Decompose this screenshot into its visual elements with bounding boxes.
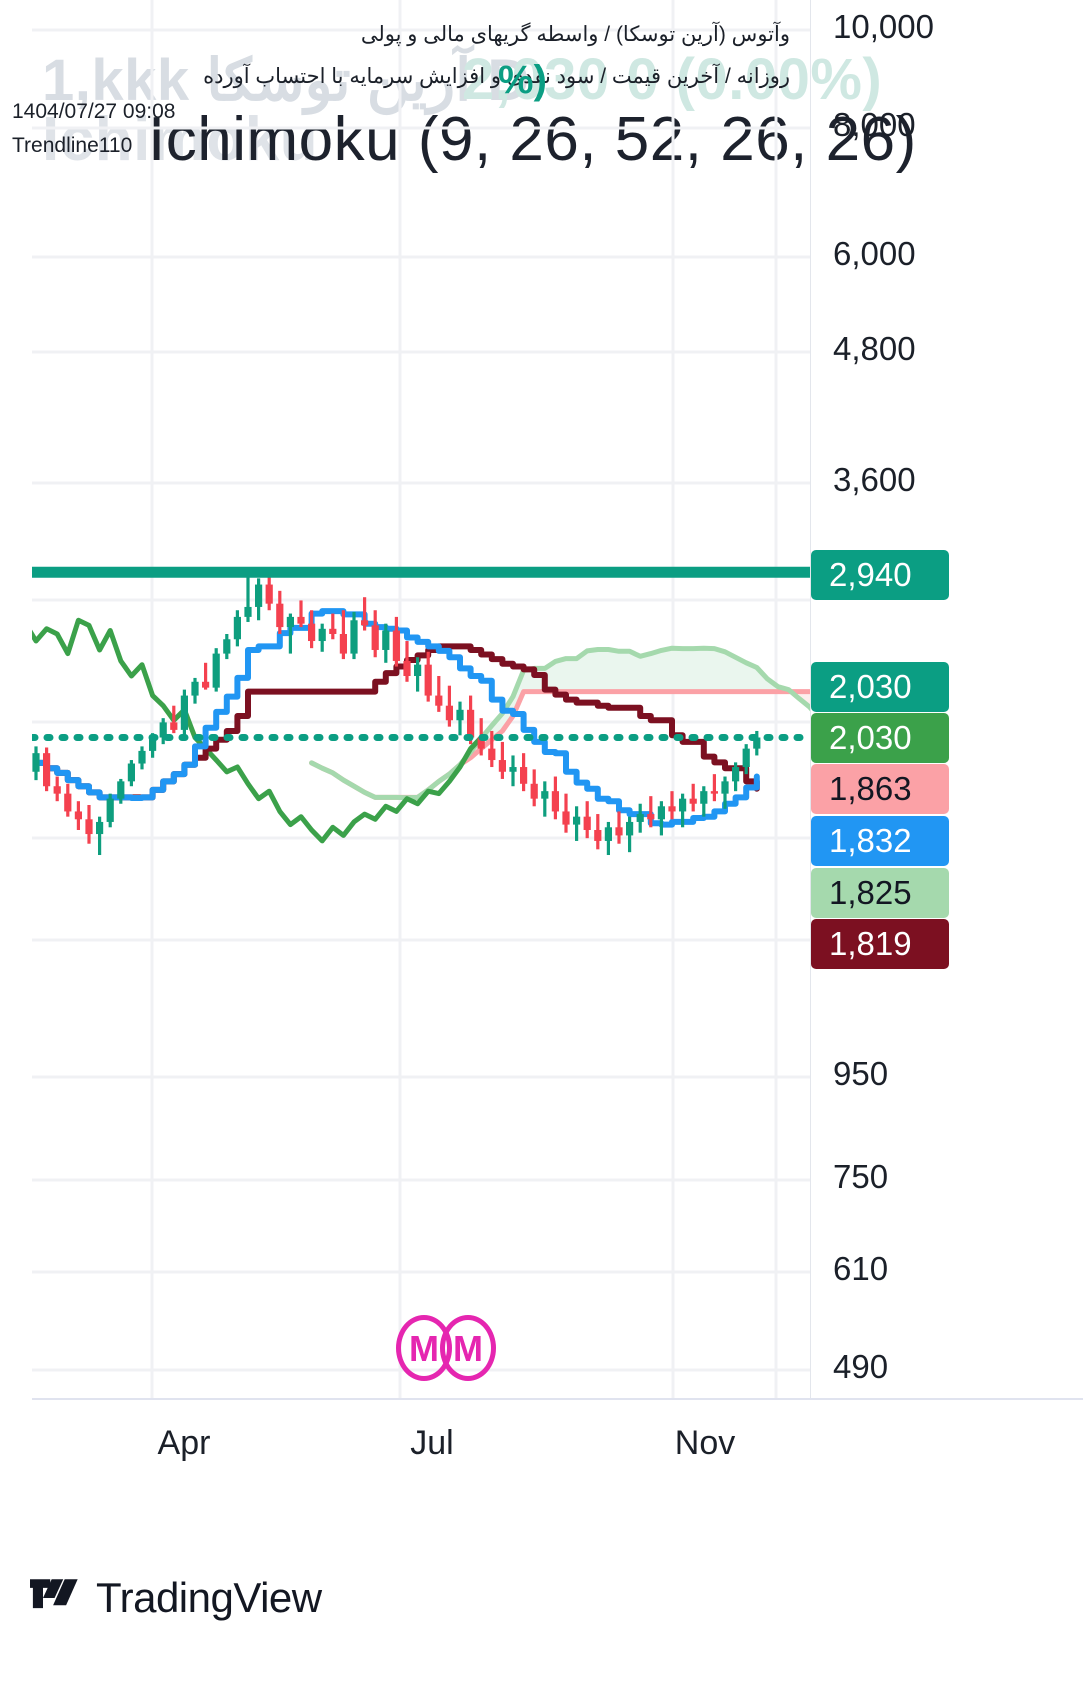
tenkan-price-badge[interactable]: 1,832 xyxy=(811,816,949,866)
time-axis-tick: Apr xyxy=(157,1424,211,1462)
senkou-a-price-badge[interactable]: 1,825 xyxy=(811,868,949,918)
senkou-span-a-line xyxy=(309,645,810,801)
legend-drawing-name: Trendline110 xyxy=(12,134,133,157)
chikou-price-badge[interactable]: 2,030 xyxy=(811,713,949,763)
price-series-svg xyxy=(32,0,810,1398)
price-axis-tick: 4,800 xyxy=(833,330,916,367)
plot-area[interactable] xyxy=(32,0,810,1398)
kijun-price-badge[interactable]: 1,819 xyxy=(811,919,949,969)
price-axis-tick: 6,000 xyxy=(833,235,916,272)
event-marker-dividend-1[interactable]: M xyxy=(396,1315,452,1381)
last-price-badge[interactable]: 2,030 xyxy=(811,662,949,712)
event-marker-dividend-2[interactable]: M xyxy=(440,1315,496,1381)
tradingview-logo-text: TradingView xyxy=(96,1574,322,1621)
tradingview-logo-icon xyxy=(30,1579,78,1609)
price-axis-tick: 750 xyxy=(833,1158,889,1195)
tradingview-logo: TradingView xyxy=(30,1574,322,1622)
candlestick-series[interactable] xyxy=(32,572,761,856)
price-axis-tick: 490 xyxy=(833,1348,889,1385)
time-axis-tick: Nov xyxy=(674,1424,736,1462)
price-axis[interactable]: 10,000 8,000 6,000 4,800 3,600 950 750 610 490 2,… xyxy=(810,0,1083,1398)
price-axis-tick: 610 xyxy=(833,1250,889,1287)
senkou-b-price-badge[interactable]: 1,863 xyxy=(811,764,949,814)
price-axis-tick: 8,000 xyxy=(833,106,916,143)
price-axis-tick: 10,000 xyxy=(833,8,934,45)
trendline-price-badge[interactable]: 2,940 xyxy=(811,550,949,600)
legend-percent-change: %) xyxy=(498,58,547,102)
legend-subtitle: روزانه / آخرین قیمت / سود نقدی و افزایش … xyxy=(203,65,790,88)
footer: TradingView xyxy=(0,1510,1083,1688)
time-axis[interactable]: Apr Jul Nov xyxy=(32,1398,1083,1510)
chart-pane[interactable]: 1,kkk آرین توسکا D 2,030 0 (0.00%) Ichim… xyxy=(0,0,1083,1510)
price-axis-tick: 950 xyxy=(833,1055,889,1092)
legend-symbol-title: وآتوس (آرین توسکا) / واسطه گریهای مالی و… xyxy=(360,23,790,46)
time-axis-tick: Jul xyxy=(410,1424,454,1462)
chikou-span-line xyxy=(32,617,484,844)
price-axis-tick: 3,600 xyxy=(833,461,916,498)
legend-datetime: 1404/07/27 09:08 xyxy=(12,100,176,123)
